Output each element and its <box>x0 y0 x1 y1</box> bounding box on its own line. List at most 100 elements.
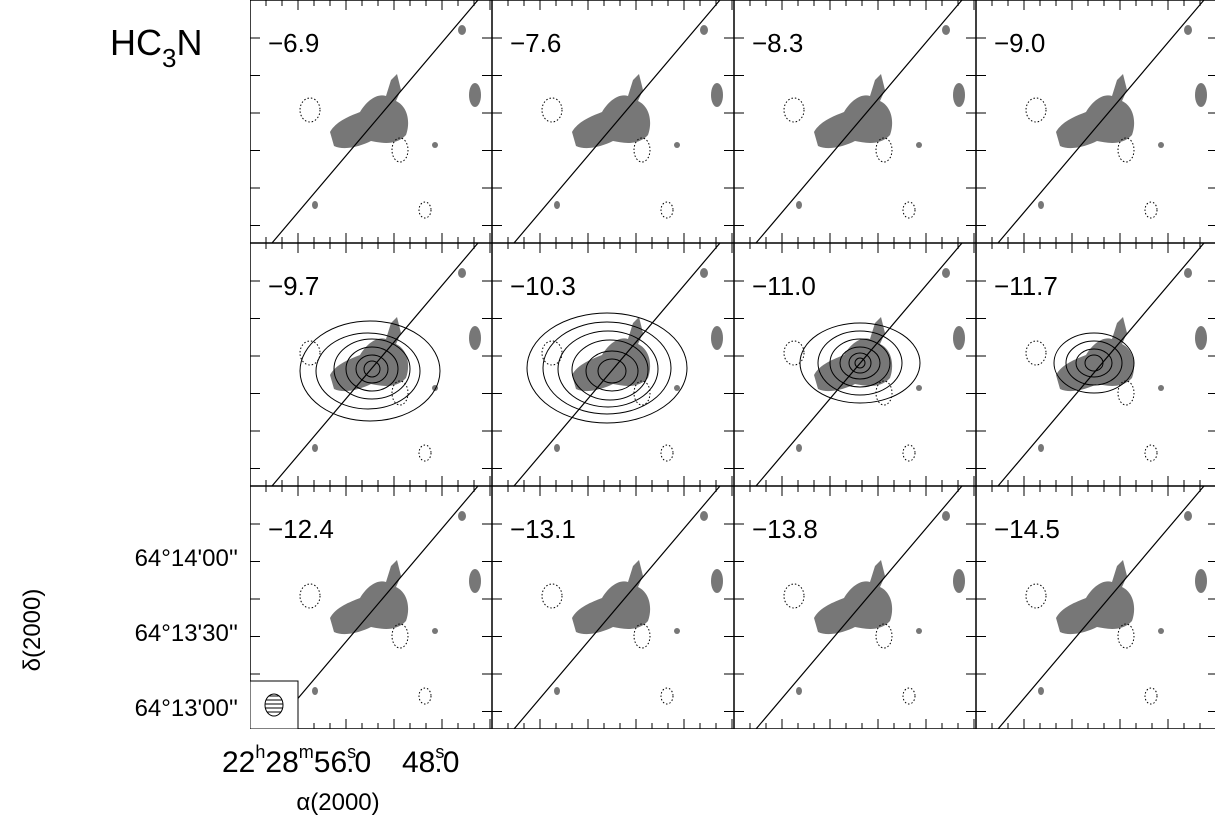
title-main: HC <box>110 22 162 63</box>
negative-contour <box>541 97 563 123</box>
emission-spot <box>916 628 922 634</box>
velocity-label: −14.5 <box>994 514 1060 544</box>
velocity-label: −13.1 <box>510 514 576 544</box>
negative-contour <box>875 137 893 163</box>
emission-spot <box>700 268 708 278</box>
emission-blob <box>572 74 651 149</box>
figure-title: HC3N <box>110 22 202 73</box>
emission-spot <box>1038 201 1044 209</box>
negative-contour <box>1025 340 1047 366</box>
emission-spot <box>916 385 922 391</box>
x-tick-label: 48s.0 <box>402 742 459 779</box>
emission-spot <box>458 511 466 521</box>
x-tick-unit: m <box>299 742 314 762</box>
emission-spot <box>700 511 708 521</box>
emission-spot <box>1195 326 1207 350</box>
negative-contour <box>391 380 409 406</box>
emission-blob <box>330 317 409 392</box>
panel: −12.4 <box>250 486 492 729</box>
negative-contour <box>902 444 916 462</box>
negative-contour <box>1144 687 1158 705</box>
emission-spot <box>942 268 950 278</box>
x-tick-unit: s <box>435 742 444 762</box>
panel-content <box>734 243 976 486</box>
panel: −8.3 <box>734 0 976 243</box>
negative-contour <box>391 137 409 163</box>
emission-blob <box>1056 560 1135 635</box>
negative-contour <box>660 687 674 705</box>
contour <box>1053 332 1135 394</box>
contour <box>526 312 688 424</box>
contour <box>571 339 649 401</box>
panel: −6.9 <box>250 0 492 243</box>
x-tick-number: .0 <box>346 746 371 779</box>
panel: −13.1 <box>492 486 734 729</box>
velocity-label: −6.9 <box>268 28 319 58</box>
emission-spot <box>554 687 560 695</box>
contour <box>1075 348 1113 378</box>
contour <box>1084 354 1104 372</box>
negative-contour <box>1025 583 1047 609</box>
emission-spot <box>554 201 560 209</box>
contour <box>315 332 421 410</box>
x-tick-unit: h <box>255 742 265 762</box>
negative-contour <box>1025 97 1047 123</box>
emission-spot <box>796 444 802 452</box>
emission-spot <box>711 569 723 593</box>
x-tick-number: 28 <box>265 746 298 779</box>
contour <box>829 338 891 388</box>
negative-contour <box>418 201 432 219</box>
panel-content <box>976 486 1215 729</box>
panel-content <box>492 0 734 243</box>
x-tick-number: 56 <box>314 746 347 779</box>
emission-spot <box>432 628 438 634</box>
panel: −10.3 <box>492 243 734 486</box>
title-end: N <box>176 22 202 63</box>
emission-spot <box>796 687 802 695</box>
emission-spot <box>700 25 708 35</box>
negative-contour <box>299 583 321 609</box>
panel-content <box>492 486 734 729</box>
emission-blob <box>814 74 893 149</box>
emission-spot <box>554 444 560 452</box>
panel: −7.6 <box>492 0 734 243</box>
contour <box>355 354 389 384</box>
emission-spot <box>1184 511 1192 521</box>
axis-line <box>755 243 963 486</box>
axis-line <box>755 0 963 243</box>
panel-content <box>734 486 976 729</box>
panel: −11.7 <box>976 243 1215 486</box>
velocity-label: −11.0 <box>752 271 816 301</box>
emission-spot <box>432 142 438 148</box>
axis-line <box>513 243 721 486</box>
emission-spot <box>1184 268 1192 278</box>
emission-blob <box>814 317 893 392</box>
negative-contour <box>541 340 563 366</box>
axis-line <box>997 0 1205 243</box>
emission-spot <box>1158 385 1164 391</box>
emission-spot <box>674 628 680 634</box>
negative-contour <box>1144 444 1158 462</box>
emission-blob <box>572 560 651 635</box>
negative-contour <box>875 623 893 649</box>
velocity-label: −9.0 <box>994 28 1045 58</box>
negative-contour <box>299 340 321 366</box>
emission-spot <box>469 326 481 350</box>
y-tick-label: 64°13'30'' <box>135 620 238 647</box>
negative-contour <box>902 201 916 219</box>
axis-line <box>513 486 721 729</box>
contour <box>542 321 672 415</box>
axis-line <box>271 486 479 729</box>
contour <box>299 320 441 422</box>
contour <box>854 357 866 369</box>
negative-contour <box>783 340 805 366</box>
velocity-label: −10.3 <box>510 271 576 301</box>
negative-contour <box>1117 380 1135 406</box>
panel-content <box>976 243 1215 486</box>
x-tick-label: 22h28m56s.0 <box>222 742 371 779</box>
contour <box>345 346 399 392</box>
emission-spot <box>469 83 481 107</box>
x-tick-number: 48 <box>402 746 435 779</box>
negative-contour <box>541 583 563 609</box>
emission-spot <box>674 385 680 391</box>
